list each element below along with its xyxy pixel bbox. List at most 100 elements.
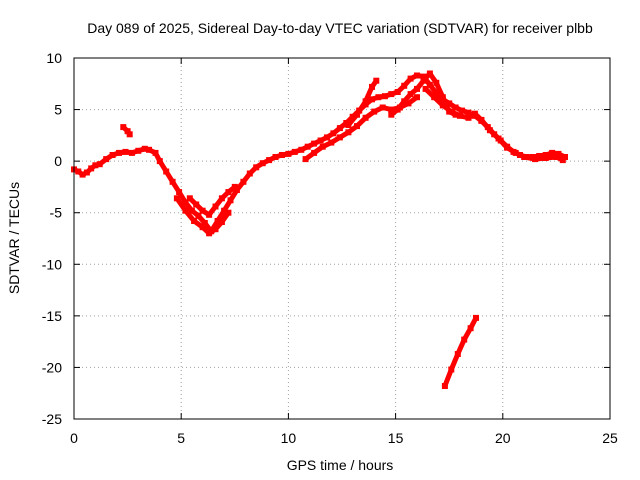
data-point — [562, 154, 568, 160]
series-short-fragment — [120, 124, 133, 138]
data-point — [83, 169, 90, 176]
data-point — [311, 140, 318, 147]
data-point — [388, 91, 395, 98]
data-point — [328, 139, 335, 146]
data-point — [426, 70, 433, 77]
data-point — [75, 168, 82, 175]
data-point — [439, 102, 446, 109]
data-point — [452, 104, 459, 111]
data-point — [369, 96, 375, 103]
data-point — [141, 145, 148, 152]
data-point — [124, 128, 131, 135]
data-point — [465, 109, 472, 116]
data-point — [420, 73, 427, 80]
data-point — [146, 146, 152, 153]
data-point — [414, 72, 420, 79]
data-point — [345, 122, 352, 128]
data-point — [549, 149, 556, 156]
data-point — [214, 218, 221, 224]
data-point — [176, 189, 183, 196]
data-point — [381, 93, 388, 100]
data-point — [92, 162, 99, 169]
series-rise-branch-b — [345, 77, 380, 128]
data-point — [201, 220, 208, 226]
data-point — [388, 106, 395, 113]
data-point — [426, 81, 433, 88]
data-point — [420, 77, 427, 84]
data-point — [116, 149, 122, 156]
data-point — [96, 161, 103, 168]
data-point — [79, 171, 86, 178]
data-point — [182, 207, 189, 214]
data-point — [120, 124, 127, 131]
data-point — [542, 155, 549, 161]
y-tick-label: -10 — [42, 256, 62, 272]
data-point — [221, 207, 228, 214]
data-point — [259, 160, 266, 167]
data-point — [233, 187, 240, 193]
data-point — [394, 106, 401, 113]
data-point — [330, 130, 337, 137]
data-point — [246, 170, 253, 177]
data-point — [285, 150, 292, 157]
data-point — [379, 104, 386, 111]
y-axis-label: SDTVAR / TECUs — [6, 182, 22, 294]
data-point — [212, 226, 219, 233]
data-point — [448, 366, 455, 373]
data-point — [388, 111, 395, 118]
data-point — [371, 108, 378, 115]
data-point — [336, 134, 343, 141]
data-point — [152, 149, 159, 156]
data-point — [559, 157, 566, 164]
data-point — [206, 211, 213, 218]
data-point — [266, 157, 273, 164]
data-point — [512, 149, 519, 156]
data-point — [240, 178, 247, 185]
data-point — [521, 154, 528, 160]
data-point — [193, 201, 200, 208]
y-tick-label: -25 — [42, 411, 62, 427]
data-point — [375, 94, 382, 101]
data-point — [311, 149, 318, 156]
data-point — [394, 89, 401, 95]
data-point — [103, 156, 110, 163]
data-point — [173, 195, 180, 202]
y-tick-label: -20 — [42, 359, 62, 375]
data-point — [401, 98, 408, 105]
data-point — [439, 94, 446, 101]
y-axis: -25 -20 -15 -10 -5 0 5 10 — [42, 50, 610, 427]
data-point — [555, 150, 562, 157]
data-point — [459, 107, 466, 114]
data-point — [441, 383, 448, 389]
x-tick-label: 25 — [602, 430, 618, 446]
y-tick-label: 0 — [54, 153, 62, 169]
data-point — [407, 91, 414, 98]
data-point — [182, 199, 189, 206]
data-point — [486, 127, 493, 134]
data-point — [272, 154, 279, 160]
data-point — [401, 82, 408, 89]
y-tick-label: 10 — [46, 50, 62, 66]
data-point — [227, 197, 234, 204]
data-point — [405, 100, 412, 107]
y-tick-label: -15 — [42, 308, 62, 324]
data-point — [188, 207, 195, 214]
data-point — [126, 131, 133, 138]
data-point — [291, 148, 298, 155]
x-tick-label: 5 — [177, 430, 185, 446]
x-tick-label: 15 — [388, 430, 404, 446]
data-point — [336, 125, 343, 132]
series-descent-branch — [422, 85, 566, 164]
data-point — [354, 111, 360, 118]
data-point — [128, 149, 135, 156]
data-point — [186, 195, 193, 202]
data-point — [422, 85, 429, 92]
data-point — [231, 183, 238, 190]
data-point — [473, 314, 479, 321]
data-point — [302, 156, 309, 163]
data-point — [199, 224, 206, 231]
plot-frame — [73, 57, 611, 420]
data-point — [163, 168, 170, 175]
data-point — [471, 110, 478, 117]
data-point — [354, 123, 360, 130]
